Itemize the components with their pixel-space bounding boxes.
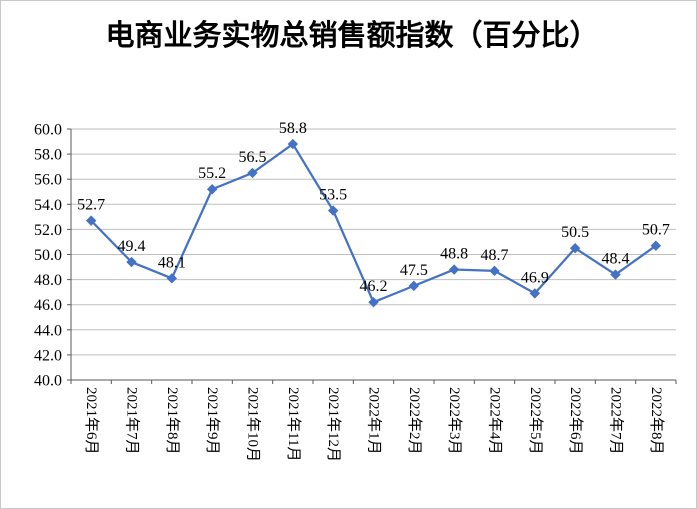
y-axis-label: 52.0 xyxy=(34,222,62,239)
data-label: 48.8 xyxy=(440,246,468,263)
x-axis-label: 2022年2月 xyxy=(406,387,423,455)
data-label: 47.5 xyxy=(400,262,428,279)
data-label: 49.4 xyxy=(118,238,146,255)
data-label: 48.1 xyxy=(158,254,186,271)
y-axis-label: 44.0 xyxy=(34,322,62,339)
x-axis-label: 2022年1月 xyxy=(366,387,383,455)
data-point-marker xyxy=(247,167,258,179)
x-axis-label: 2022年5月 xyxy=(527,387,544,455)
data-point-marker xyxy=(206,184,218,195)
data-label: 50.5 xyxy=(561,224,589,241)
data-point-marker xyxy=(489,265,500,277)
x-axis-label: 2021年11月 xyxy=(285,387,302,461)
data-label: 53.5 xyxy=(319,187,347,204)
y-axis-label: 50.0 xyxy=(34,247,62,264)
x-axis-label: 2022年6月 xyxy=(567,387,584,455)
y-axis-label: 54.0 xyxy=(34,197,62,214)
x-axis-label: 2021年10月 xyxy=(245,387,262,462)
data-point-marker xyxy=(408,280,420,292)
x-axis-label: 2022年4月 xyxy=(487,387,504,455)
x-axis-label: 2021年12月 xyxy=(325,387,342,462)
data-label: 58.8 xyxy=(279,120,307,137)
data-point-marker xyxy=(287,138,299,150)
data-point-marker xyxy=(368,296,379,308)
data-label: 55.2 xyxy=(198,165,226,182)
data-point-marker xyxy=(166,273,178,284)
data-point-marker xyxy=(610,269,621,280)
data-label: 46.9 xyxy=(521,269,549,286)
x-axis-label: 2022年3月 xyxy=(446,387,463,455)
data-point-marker xyxy=(327,205,339,216)
y-axis-label: 56.0 xyxy=(34,172,62,189)
data-label: 56.5 xyxy=(239,149,267,166)
y-axis-label: 40.0 xyxy=(34,373,62,390)
data-point-marker xyxy=(126,256,137,268)
y-axis-label: 48.0 xyxy=(34,272,62,289)
data-point-marker xyxy=(650,240,662,251)
y-axis-label: 60.0 xyxy=(34,122,62,139)
data-point-marker xyxy=(85,215,97,226)
x-axis-label: 2022年8月 xyxy=(648,387,665,455)
data-point-marker xyxy=(448,264,460,275)
x-axis-label: 2021年6月 xyxy=(83,387,100,455)
chart-title: 电商业务实物总销售额指数（百分比） xyxy=(105,20,599,52)
x-axis-label: 2021年9月 xyxy=(204,387,221,455)
y-axis-label: 58.0 xyxy=(34,147,62,164)
data-label: 48.7 xyxy=(481,247,509,264)
data-point-marker xyxy=(569,243,581,254)
data-label: 52.7 xyxy=(77,197,105,214)
x-axis-label: 2021年7月 xyxy=(124,387,141,455)
x-axis-label: 2021年8月 xyxy=(164,387,181,455)
y-axis-label: 42.0 xyxy=(34,347,62,364)
y-axis-label: 46.0 xyxy=(34,297,62,314)
data-label: 46.2 xyxy=(360,278,388,295)
data-label: 50.7 xyxy=(642,222,670,239)
x-axis-label: 2022年7月 xyxy=(608,387,625,455)
data-point-marker xyxy=(529,288,541,299)
data-label: 48.4 xyxy=(602,251,630,268)
